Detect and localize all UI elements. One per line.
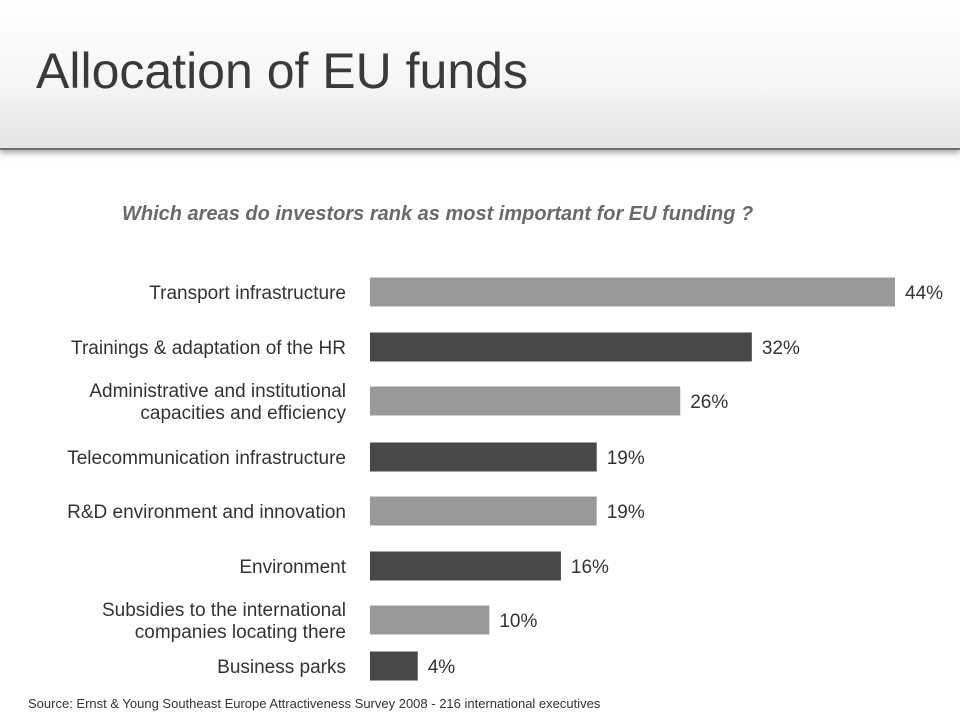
value-label-2: 26% <box>690 392 728 413</box>
value-label-6: 10% <box>499 611 537 632</box>
bar-0 <box>370 277 895 307</box>
category-label-3: Telecommunication infrastructure <box>67 448 346 469</box>
value-label-7: 4% <box>428 657 456 678</box>
page-title: Allocation of EU funds <box>36 43 528 99</box>
bars-group: 44% Transport infrastructure 32% Trainings … <box>67 277 943 681</box>
value-label-4: 19% <box>607 502 645 523</box>
bar-7 <box>370 651 418 681</box>
value-label-1: 32% <box>762 338 800 359</box>
category-label-1: Trainings & adaptation of the HR <box>71 338 346 359</box>
title-bar: Allocation of EU funds <box>0 0 960 150</box>
source-note: Source: Ernst & Young Southeast Europe A… <box>28 696 601 711</box>
category-label-5: Environment <box>239 557 346 578</box>
value-label-5: 16% <box>571 557 609 578</box>
value-label-3: 19% <box>607 448 645 469</box>
category-label-0: Transport infrastructure <box>149 283 346 304</box>
value-label-0: 44% <box>905 283 943 304</box>
bar-1 <box>370 332 752 362</box>
bar-3 <box>370 442 597 472</box>
bar-2 <box>370 386 681 416</box>
chart-title: Which areas do investors rank as most im… <box>122 203 753 225</box>
category-label-6-line-1: companies locating there <box>135 622 346 643</box>
category-label-2-line-1: capacities and efficiency <box>140 403 346 424</box>
bar-4 <box>370 496 597 526</box>
bar-5 <box>370 551 561 581</box>
category-label-4: R&D environment and innovation <box>67 502 346 523</box>
category-label-2-line-0: Administrative and institutional <box>89 381 346 402</box>
category-label-7: Business parks <box>217 657 346 678</box>
category-label-6-line-0: Subsidies to the international <box>102 600 346 621</box>
bar-6 <box>370 605 490 635</box>
